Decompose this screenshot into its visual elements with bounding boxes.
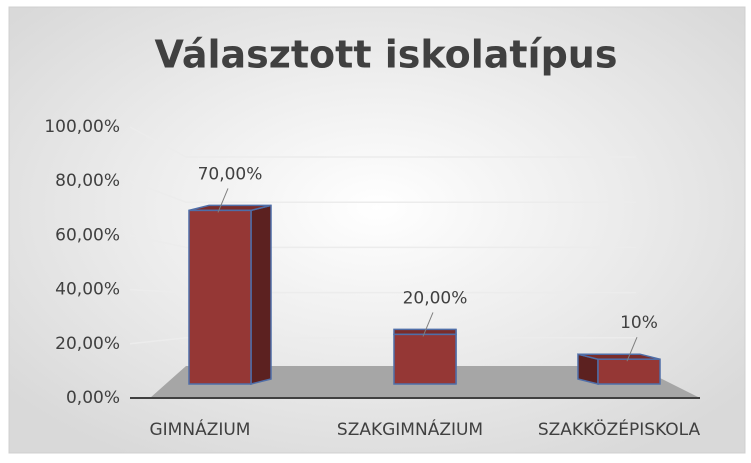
chart-title: Választott iskolatípus xyxy=(155,33,618,77)
bar xyxy=(393,333,457,385)
y-tick-label: 80,00% xyxy=(55,171,120,191)
grid-line xyxy=(129,180,636,203)
x-tick-label: SZAKKÖZÉPISKOLA xyxy=(538,418,701,440)
data-label: 20,00% xyxy=(403,288,468,308)
data-label: 70,00% xyxy=(198,164,263,184)
leader-line xyxy=(217,188,229,213)
grid-line xyxy=(129,234,636,249)
data-label: 10% xyxy=(620,313,658,333)
leader-line xyxy=(626,337,638,362)
x-tick-label: GIMNÁZIUM xyxy=(150,418,251,440)
x-tick-label: SZAKGIMNÁZIUM xyxy=(337,418,483,440)
y-tick-label: 100,00% xyxy=(44,117,120,137)
bar xyxy=(188,209,252,385)
y-tick-label: 60,00% xyxy=(55,225,120,245)
bar-side xyxy=(250,204,272,385)
grid-line xyxy=(129,337,636,345)
y-tick-label: 40,00% xyxy=(55,280,120,300)
bar xyxy=(597,358,661,385)
y-tick-label: 20,00% xyxy=(55,334,120,354)
grid-line xyxy=(129,288,636,294)
y-tick-label: 0,00% xyxy=(66,388,120,408)
grid-line xyxy=(129,126,636,158)
leader-line xyxy=(422,312,434,337)
